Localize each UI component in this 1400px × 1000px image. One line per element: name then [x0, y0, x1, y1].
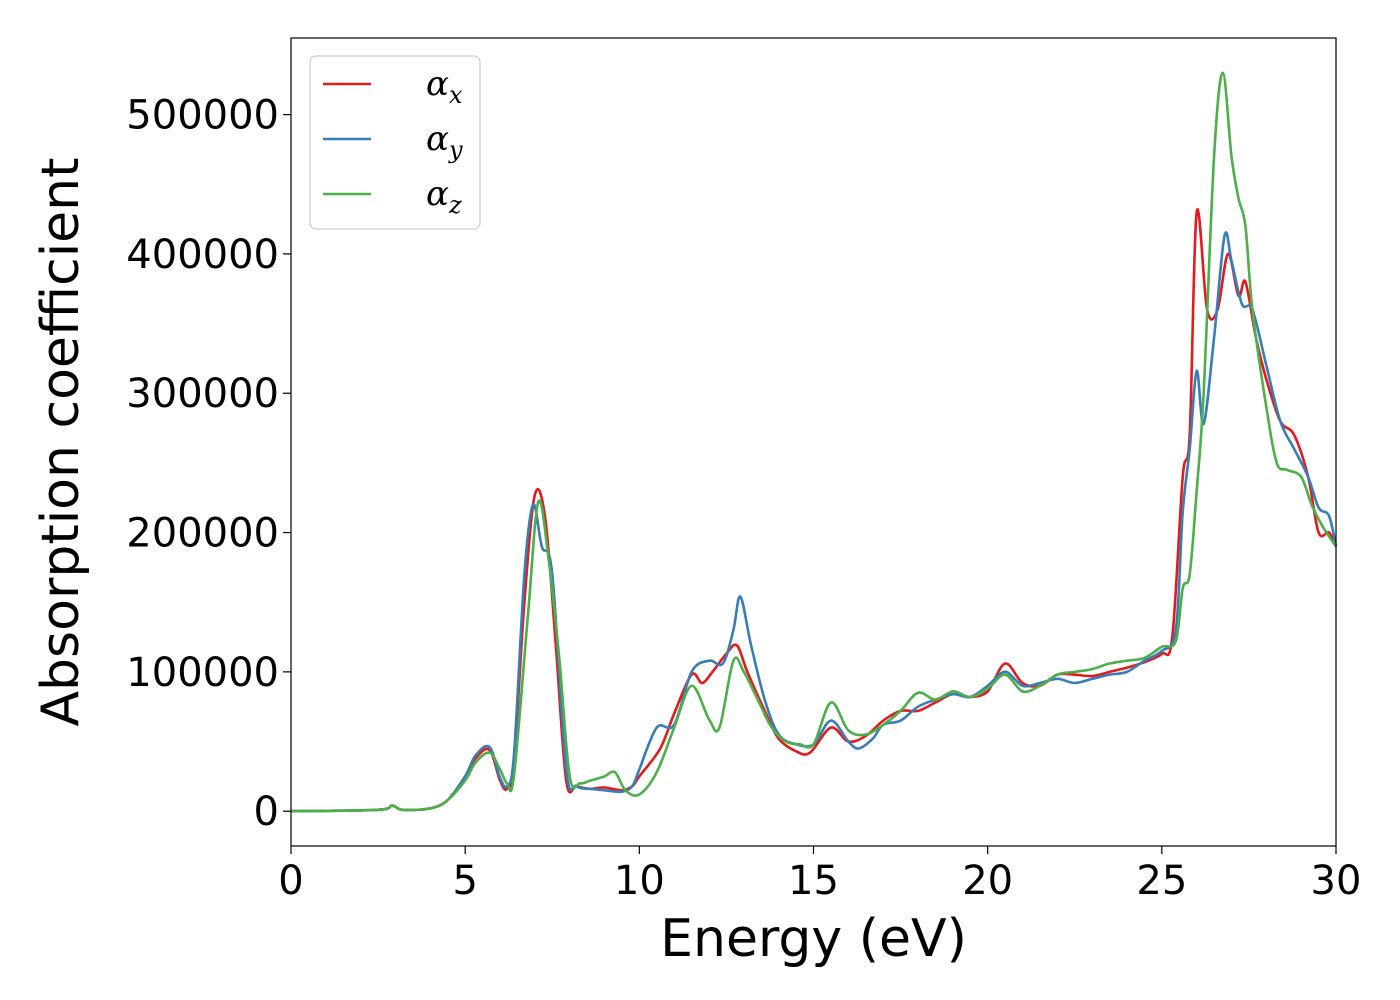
legend-label-y: αy	[426, 119, 463, 164]
x-tick-label: 15	[788, 858, 839, 904]
y-axis-label: Absorption coefficient	[31, 157, 91, 726]
series-line-x	[290, 208, 1338, 813]
legend-label-z: αz	[426, 174, 462, 219]
x-tick-label: 25	[1136, 858, 1187, 904]
x-tick-label: 20	[962, 858, 1013, 904]
y-tick-label: 300000	[126, 371, 279, 417]
y-axis: 0 100000 200000 300000 400000 500000	[126, 93, 291, 835]
x-axis: 0 5 10 15 20 25 30	[278, 846, 1361, 904]
y-tick-label: 400000	[126, 232, 279, 278]
x-axis-label: Energy (eV)	[660, 909, 967, 969]
series-lines	[290, 71, 1338, 813]
series-line-z	[290, 71, 1338, 813]
legend: αx αy αz	[309, 55, 481, 230]
legend-box	[309, 55, 481, 230]
x-tick-label: 5	[452, 858, 477, 904]
x-tick-label: 0	[278, 858, 303, 904]
x-tick-label: 30	[1311, 858, 1362, 904]
x-tick-label: 10	[614, 858, 665, 904]
series-line-y	[290, 231, 1338, 813]
y-tick-label: 500000	[126, 93, 279, 139]
y-tick-label: 0	[254, 789, 279, 835]
legend-label-x: αx	[426, 64, 463, 109]
y-tick-label: 100000	[126, 650, 279, 696]
y-tick-label: 200000	[126, 511, 279, 557]
